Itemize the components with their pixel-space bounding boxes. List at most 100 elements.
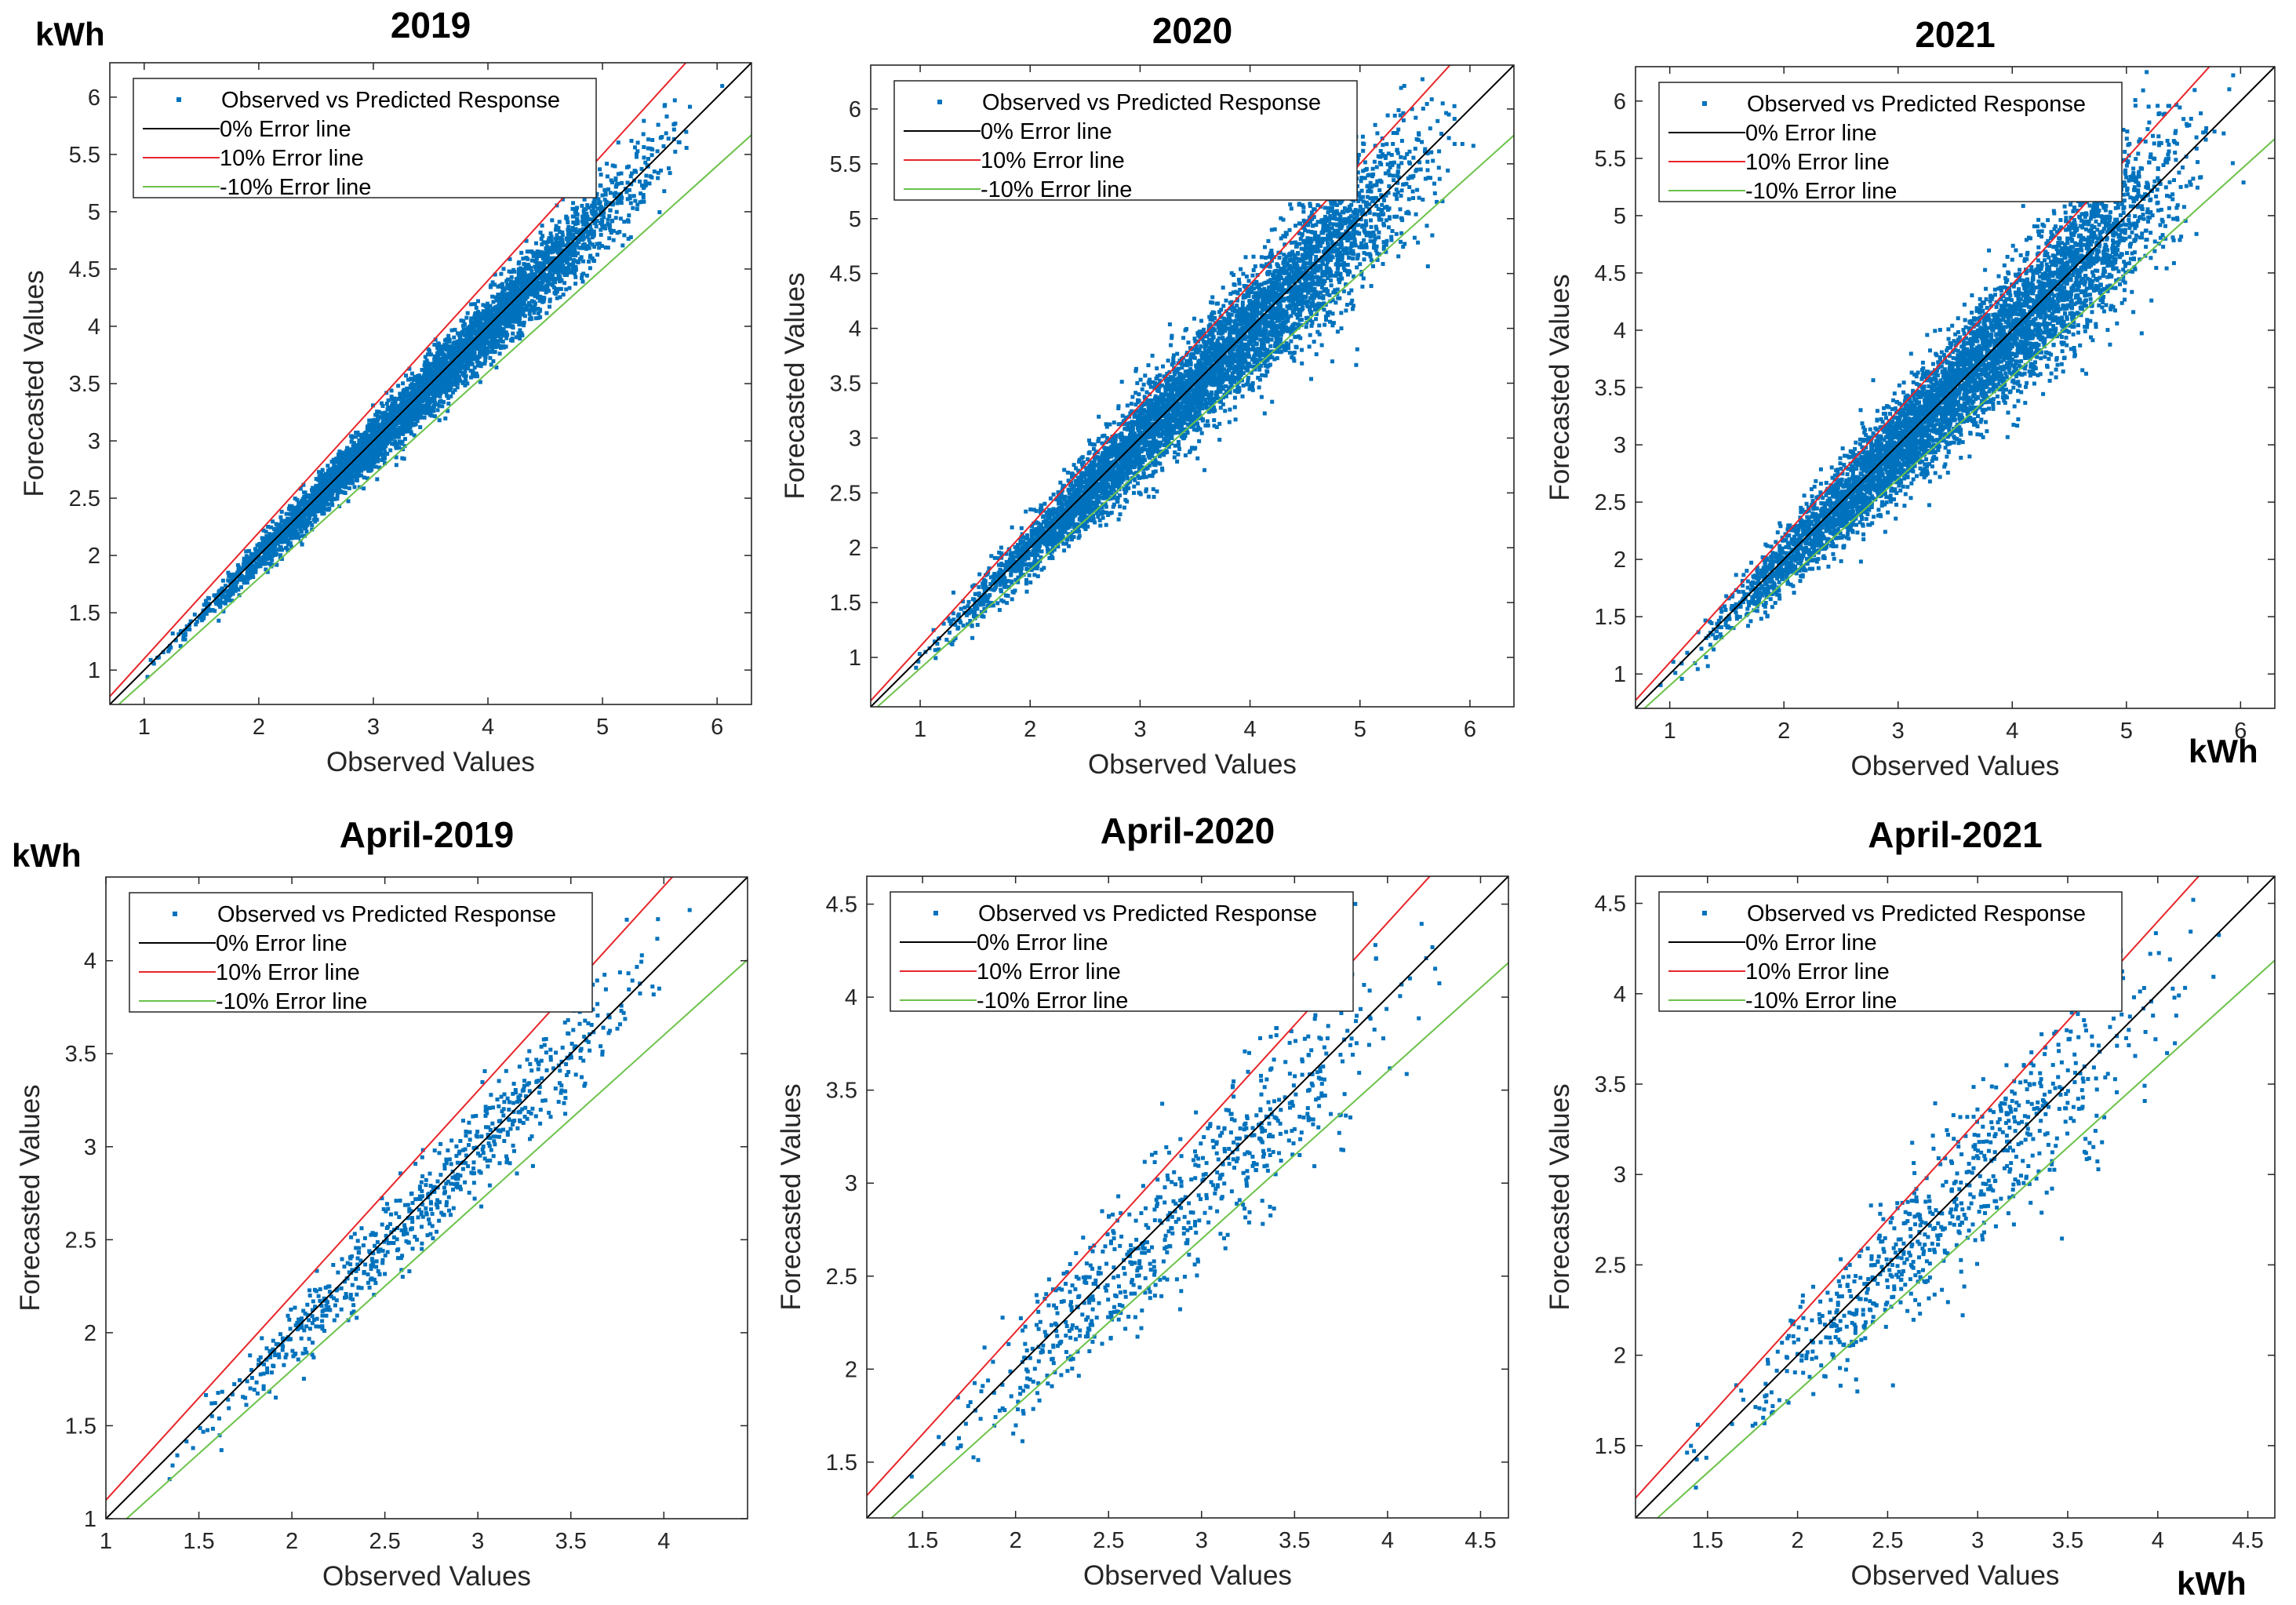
- scatter-point: [367, 422, 372, 427]
- scatter-point: [516, 261, 521, 266]
- scatter-point: [369, 449, 374, 454]
- scatter-point: [392, 400, 397, 405]
- scatter-point: [544, 241, 548, 245]
- scatter-point: [351, 475, 355, 479]
- scatter-point: [436, 363, 441, 368]
- scatter-point: [498, 304, 503, 309]
- scatter-point: [418, 425, 423, 430]
- scatter-point: [501, 267, 506, 271]
- scatter-point: [519, 287, 524, 292]
- scatter-point: [609, 231, 613, 235]
- scatter-point: [397, 431, 402, 436]
- scatter-point: [351, 465, 356, 470]
- scatter-point: [411, 385, 416, 390]
- scatter-point: [366, 447, 370, 452]
- scatter-point: [598, 183, 602, 187]
- scatter-point: [404, 422, 409, 426]
- scatter-point: [463, 322, 467, 326]
- scatter-point: [237, 577, 242, 581]
- scatter-point: [587, 246, 591, 250]
- scatter-point: [496, 339, 500, 344]
- scatter-point: [478, 348, 483, 353]
- scatter-point: [383, 434, 388, 439]
- scatter-point: [249, 563, 254, 568]
- scatter-point: [440, 351, 445, 356]
- scatter-point: [520, 293, 525, 297]
- scatter-point: [499, 297, 503, 301]
- scatter-point: [537, 254, 542, 258]
- scatter-point: [435, 408, 440, 413]
- scatter-point: [529, 269, 534, 274]
- scatter-point: [305, 522, 310, 526]
- scatter-point: [207, 608, 212, 613]
- scatter-point: [335, 493, 340, 498]
- scatter-point: [585, 222, 590, 227]
- scatter-point: [247, 566, 252, 570]
- scatter-point: [412, 433, 417, 438]
- scatter-point: [257, 546, 262, 551]
- scatter-point: [451, 366, 456, 370]
- scatter-point: [504, 344, 508, 349]
- scatter-point: [573, 271, 577, 276]
- scatter-point: [381, 418, 386, 423]
- scatter-point: [326, 497, 331, 501]
- scatter-point: [474, 331, 478, 336]
- scatter-point: [628, 201, 633, 206]
- scatter-point: [540, 224, 544, 228]
- scatter-point: [608, 228, 613, 232]
- scatter-point: [468, 334, 473, 339]
- scatter-point: [449, 376, 453, 380]
- scatter-point: [385, 407, 390, 412]
- scatter-point: [457, 378, 462, 383]
- scatter-point: [315, 504, 319, 509]
- scatter-point: [403, 429, 408, 434]
- scatter-point: [532, 311, 537, 315]
- scatter-point: [257, 562, 261, 567]
- scatter-point: [438, 387, 442, 391]
- scatter-point: [359, 436, 364, 441]
- scatter-point: [505, 277, 510, 282]
- scatter-point: [656, 176, 660, 180]
- scatter-point: [243, 575, 248, 580]
- scatter-point: [230, 599, 235, 603]
- scatter-point: [290, 527, 295, 532]
- scatter-point: [391, 430, 395, 435]
- scatter-point: [551, 246, 555, 250]
- scatter-point: [461, 318, 466, 323]
- scatter-point: [613, 164, 617, 169]
- scatter-point: [475, 359, 479, 364]
- scatter-point: [494, 328, 499, 333]
- scatter-point: [602, 206, 606, 211]
- scatter-point: [585, 215, 590, 219]
- scatter-point: [530, 304, 535, 309]
- scatter-point: [568, 257, 572, 261]
- scatter-point: [482, 337, 486, 342]
- scatter-point: [342, 490, 347, 495]
- scatter-point: [476, 299, 480, 304]
- scatter-point: [264, 567, 268, 572]
- scatter-point: [314, 483, 318, 488]
- scatter-point: [382, 413, 387, 417]
- scatter-point: [573, 268, 578, 272]
- scatter-point: [400, 400, 405, 405]
- scatter-point: [599, 217, 604, 222]
- scatter-point: [324, 495, 329, 500]
- scatter-point: [326, 493, 331, 497]
- scatter-point: [499, 308, 504, 313]
- scatter-point: [551, 242, 556, 246]
- scatter-point: [380, 401, 384, 406]
- scatter-point: [344, 470, 349, 475]
- scatter-point: [629, 139, 634, 143]
- scatter-point: [405, 413, 409, 417]
- scatter-point: [426, 368, 431, 373]
- scatter-point: [565, 217, 569, 221]
- scatter-point: [469, 302, 474, 307]
- scatter-point: [588, 266, 592, 271]
- scatter-point: [439, 366, 444, 371]
- scatter-point: [361, 453, 366, 457]
- scatter-point: [429, 377, 434, 381]
- scatter-point: [575, 221, 580, 226]
- scatter-point: [558, 230, 562, 234]
- scatter-point: [486, 322, 490, 327]
- scatter-point: [459, 318, 464, 323]
